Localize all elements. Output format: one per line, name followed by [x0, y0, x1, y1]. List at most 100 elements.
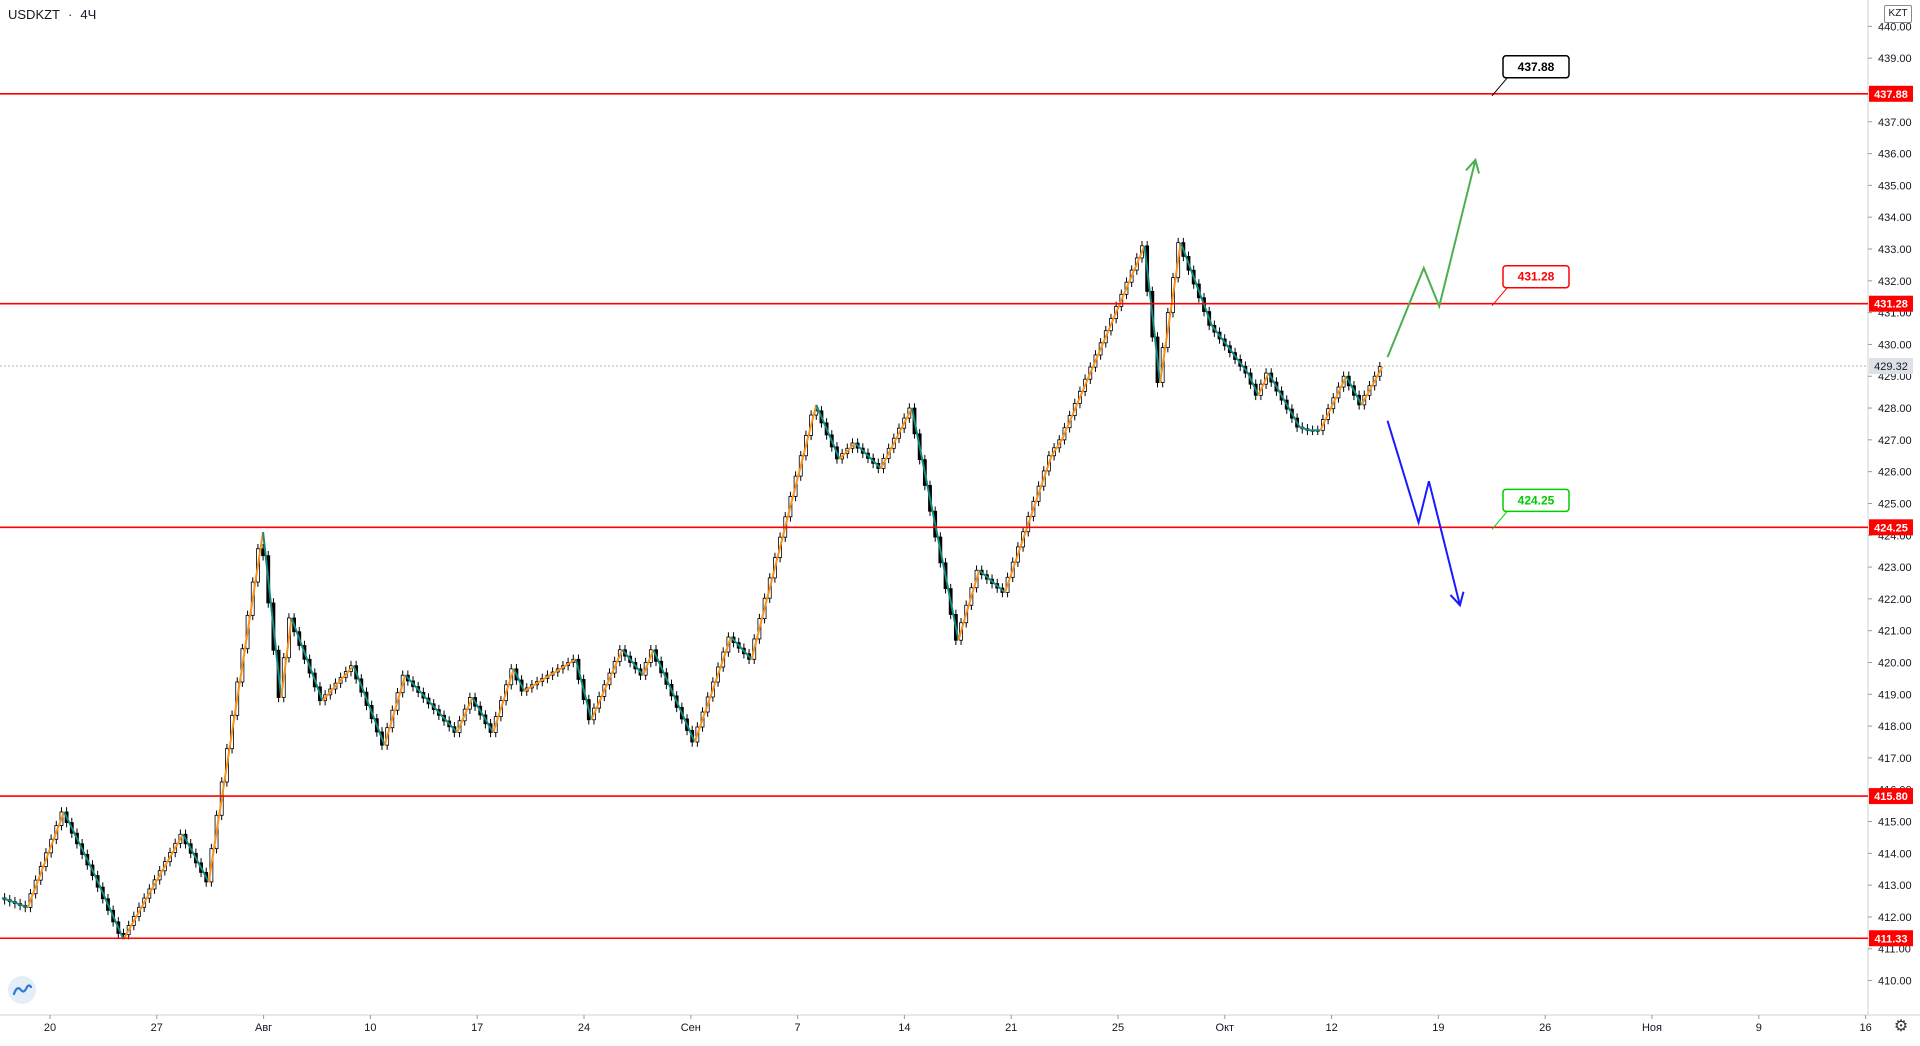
- zigzag-down-segment: [1267, 372, 1301, 428]
- symbol-label[interactable]: USDKZT: [8, 7, 60, 22]
- current-price-tag-label: 429.32: [1874, 361, 1908, 373]
- zigzag-down-segment: [621, 649, 644, 676]
- chart-header: USDKZT · 4Ч: [8, 7, 96, 22]
- y-tick-label: 436.00: [1878, 149, 1912, 161]
- bearish-scenario-path: [1386, 420, 1461, 606]
- level-callout-label: 437.88: [1518, 60, 1555, 74]
- zigzag-down-segment: [1345, 375, 1363, 406]
- interval-label[interactable]: 4Ч: [80, 7, 97, 22]
- level-callout-box[interactable]: [1502, 488, 1570, 513]
- zigzag-up-segment: [492, 668, 515, 733]
- level-callout-label: 424.25: [1518, 493, 1555, 507]
- x-tick-label: 14: [898, 1022, 910, 1034]
- zigzag-up-segment: [642, 649, 655, 676]
- zigzag-up-segment: [523, 658, 577, 692]
- zigzag-down-segment: [1, 896, 29, 909]
- interval-separator: ·: [68, 7, 73, 22]
- zigzag-down-segment: [1247, 372, 1260, 396]
- x-tick-label: Окт: [1216, 1022, 1235, 1034]
- x-tick-label: 10: [364, 1022, 376, 1034]
- x-tick-label: 19: [1432, 1022, 1444, 1034]
- zigzag-up-segment: [26, 811, 65, 908]
- x-tick-label: 27: [151, 1022, 163, 1034]
- x-tick-label: 7: [795, 1022, 801, 1034]
- current-price-tag: [1869, 358, 1913, 375]
- y-tick-label: 419.00: [1878, 689, 1912, 701]
- x-tick-label: 16: [1859, 1022, 1871, 1034]
- y-tick-label: 434.00: [1878, 212, 1912, 224]
- zigzag-down-segment: [471, 696, 495, 733]
- y-tick-label: 422.00: [1878, 594, 1912, 606]
- y-tick-label: 437.00: [1878, 117, 1912, 129]
- y-tick-label: 426.00: [1878, 467, 1912, 479]
- y-tick-label: 415.00: [1878, 817, 1912, 829]
- x-tick-label: 21: [1005, 1022, 1017, 1034]
- zigzag-down-segment: [652, 649, 696, 743]
- level-callout-pointer: [1491, 75, 1510, 97]
- level-price-tag: [1869, 295, 1913, 312]
- y-tick-label: 418.00: [1878, 721, 1912, 733]
- y-tick-label: 414.00: [1878, 848, 1912, 860]
- x-tick-label: Сен: [681, 1022, 701, 1034]
- zigzag-down-segment: [1299, 426, 1311, 432]
- zigzag-up-segment: [280, 617, 293, 698]
- zigzag-up-segment: [750, 404, 818, 660]
- y-tick-label: 411.00: [1878, 944, 1911, 956]
- level-callout-box[interactable]: [1502, 55, 1570, 79]
- zigzag-down-segment: [404, 674, 458, 734]
- level-callout-box[interactable]: [1502, 264, 1570, 289]
- y-tick-label: 433.00: [1878, 244, 1912, 256]
- zigzag-up-segment: [1319, 375, 1348, 431]
- y-tick-label: 427.00: [1878, 435, 1912, 447]
- y-tick-label: 413.00: [1878, 880, 1912, 892]
- bullish-arrow-head: [1465, 157, 1480, 174]
- y-tick-label: 425.00: [1878, 498, 1912, 510]
- zigzag-up-segment: [1257, 372, 1270, 396]
- zigzag-down-segment: [815, 404, 841, 460]
- zigzag-down-segment: [182, 833, 210, 883]
- zigzag-down-segment: [1143, 245, 1162, 383]
- gear-icon[interactable]: ⚙: [1893, 1018, 1909, 1035]
- y-tick-label: 429.00: [1878, 371, 1912, 383]
- level-price-tag-label: 411.33: [1874, 933, 1907, 945]
- level-price-tag-label: 431.28: [1874, 299, 1908, 311]
- y-tick-label: 430.00: [1878, 339, 1912, 351]
- zigzag-down-segment: [978, 569, 1006, 594]
- y-tick-label: 428.00: [1878, 403, 1912, 415]
- x-tick-label: Ноя: [1642, 1022, 1662, 1034]
- zigzag-up-segment: [1159, 242, 1182, 383]
- x-tick-label: 24: [578, 1022, 590, 1034]
- zigzag-up-segment: [590, 649, 624, 721]
- x-tick-label: 20: [44, 1022, 56, 1034]
- level-price-tag: [1869, 85, 1913, 102]
- level-callout-pointer: [1491, 285, 1510, 307]
- zigzag-up-segment: [456, 697, 474, 733]
- zigzag-up-segment: [1050, 439, 1063, 457]
- zigzag-up-segment: [207, 531, 265, 883]
- zigzag-up-segment: [122, 833, 184, 940]
- x-tick-label: 12: [1325, 1022, 1337, 1034]
- bearish-arrow-head: [1449, 591, 1465, 608]
- x-tick-label: 17: [471, 1022, 483, 1034]
- level-price-tag-label: 415.80: [1874, 791, 1908, 803]
- zigzag-up-segment: [383, 674, 407, 746]
- level-price-tag: [1869, 788, 1913, 805]
- zigzag-down-segment: [352, 665, 386, 746]
- y-tick-label: 421.00: [1878, 626, 1912, 638]
- zigzag-down-segment: [730, 636, 753, 660]
- level-callout-pointer: [1491, 508, 1510, 530]
- level-callout-label: 431.28: [1518, 270, 1555, 284]
- y-tick-label: 432.00: [1878, 276, 1912, 288]
- zigzag-up-segment: [693, 636, 732, 743]
- y-tick-label: 417.00: [1878, 753, 1912, 765]
- zigzag-down-segment: [262, 531, 283, 698]
- y-tick-label: 410.00: [1878, 976, 1912, 988]
- zigzag-up-segment: [1360, 366, 1384, 406]
- y-tick-label: 440.00: [1878, 21, 1912, 33]
- level-price-tag: [1869, 930, 1913, 947]
- x-tick-label: 26: [1539, 1022, 1551, 1034]
- currency-badge[interactable]: KZT: [1884, 5, 1912, 23]
- tradingview-logo-icon[interactable]: [8, 976, 36, 1004]
